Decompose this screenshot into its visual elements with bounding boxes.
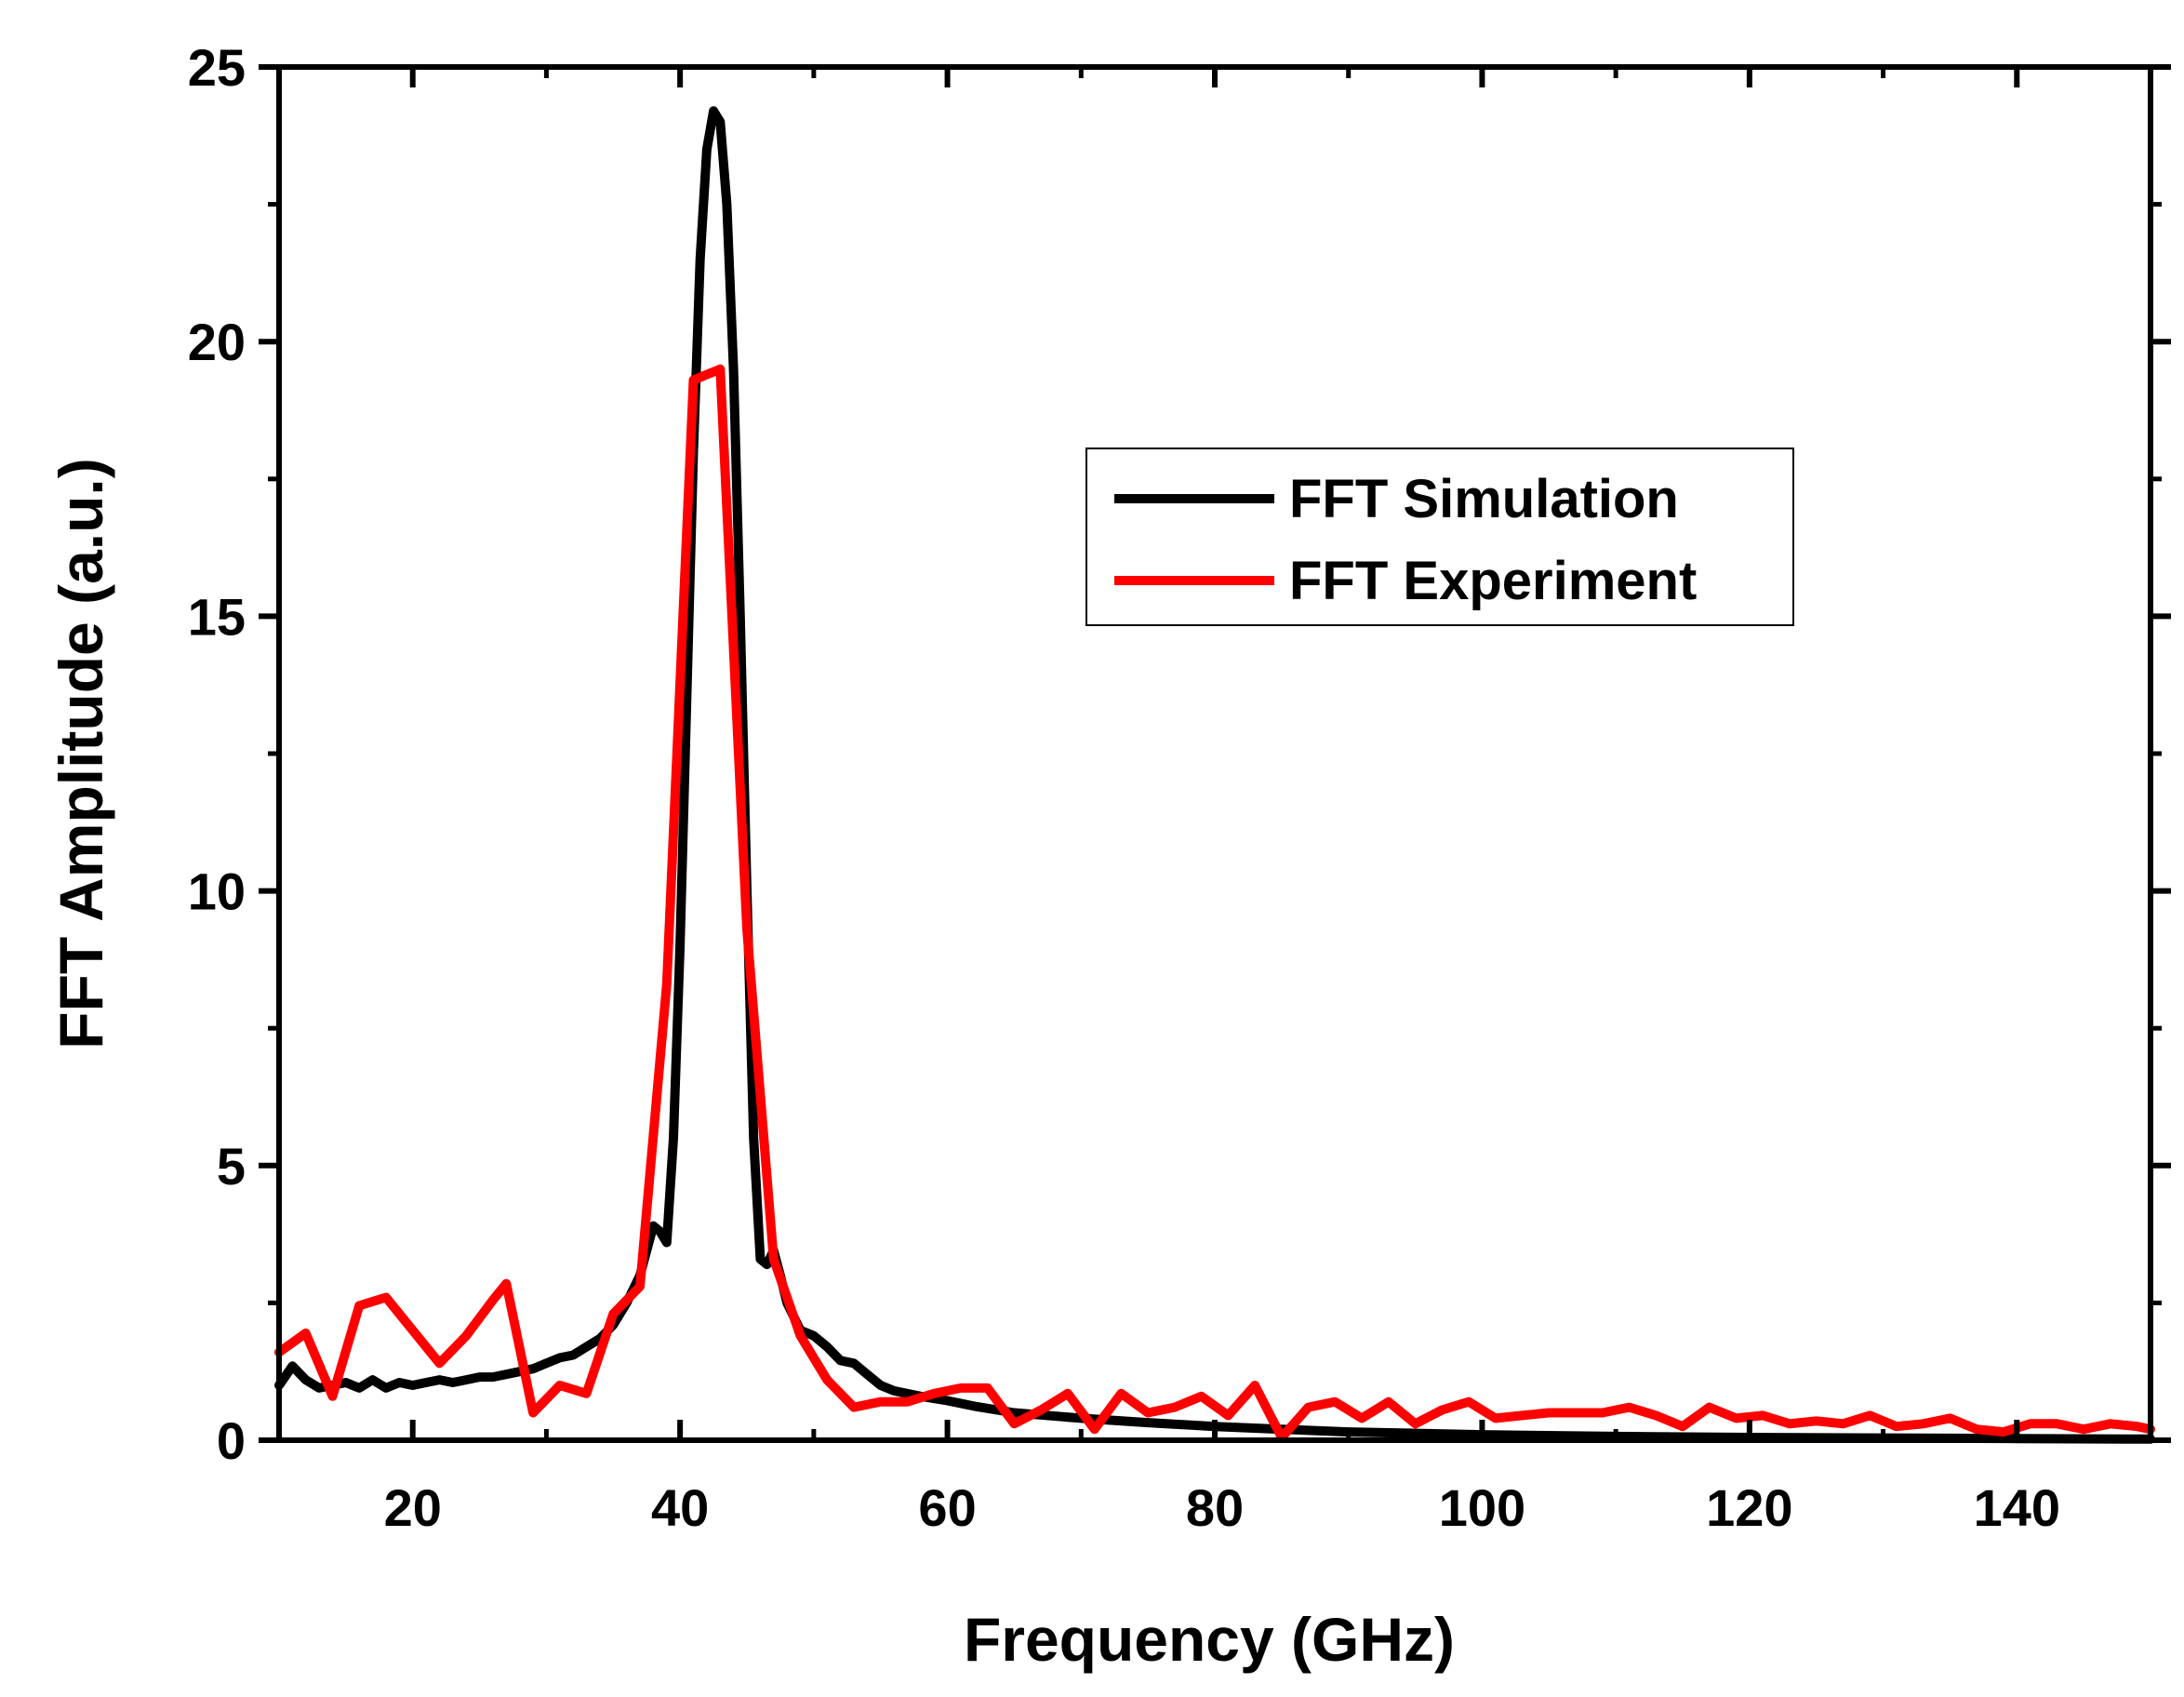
tick-label-layer: 20 40 60 80 100 120 140 0 5 10 15 20 25 <box>188 38 2060 1537</box>
series-line-simulation <box>274 106 2155 1444</box>
x-tick-label: 100 <box>1439 1478 1525 1537</box>
x-tick-label: 140 <box>1974 1478 2060 1537</box>
y-axis-title: FFT Amplitude (a.u.) <box>47 458 115 1049</box>
x-tick-label: 20 <box>384 1478 442 1537</box>
y-tick-label: 20 <box>188 313 246 371</box>
x-tick-label: 60 <box>918 1478 976 1537</box>
y-tick-label: 25 <box>188 38 246 97</box>
x-tick-label: 80 <box>1186 1478 1244 1537</box>
tick-layer <box>259 64 2171 1443</box>
y-tick-label: 5 <box>217 1137 246 1196</box>
x-tick-label: 120 <box>1706 1478 1792 1537</box>
y-tick-label: 0 <box>217 1411 246 1470</box>
legend-label-simulation: FFT Simulation <box>1289 469 1679 529</box>
series-layer <box>274 106 2155 1444</box>
legend: FFT Simulation FFT Experiment <box>1085 448 1794 626</box>
legend-label-experiment: FFT Experiment <box>1289 551 1697 611</box>
y-tick-label: 10 <box>188 862 246 921</box>
x-axis-title: Frequency (GHz) <box>964 1605 1455 1674</box>
y-tick-label: 15 <box>188 587 246 646</box>
series-line-experiment <box>274 364 2155 1442</box>
plot-frame <box>276 64 2153 1443</box>
x-tick-label: 40 <box>651 1478 709 1537</box>
legend-box <box>1085 448 1794 626</box>
